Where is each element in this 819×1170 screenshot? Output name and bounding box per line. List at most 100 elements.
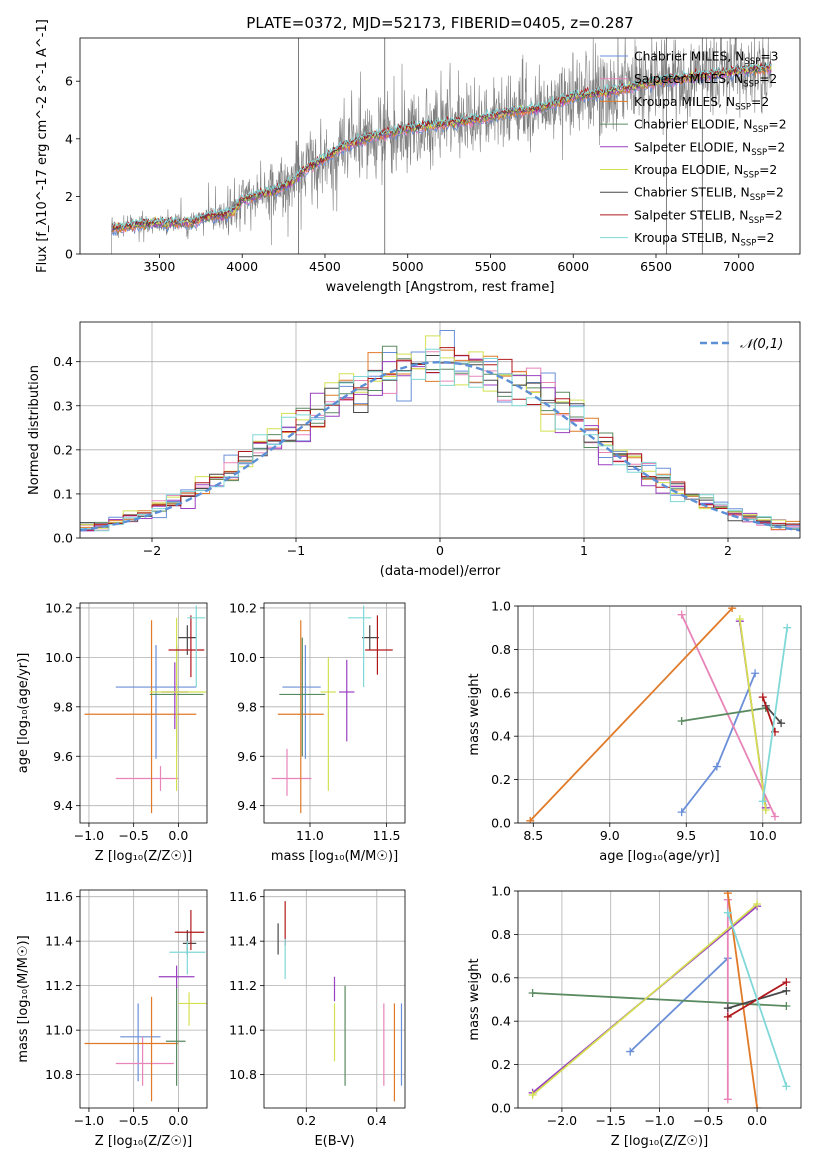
panel-spectrum: 3500 4000 4500 5000 5500 6000 6500 7000 0 2 4 6 wave… — [35, 19, 801, 295]
errorbar-point — [168, 615, 205, 678]
data-spectrum-line — [111, 38, 772, 254]
legend-label: Kroupa ELODIE, NSSP=2 — [634, 163, 777, 181]
x-tick-label: 6500 — [640, 259, 672, 274]
legend-label-count: =2 — [759, 163, 777, 177]
errorbar-point — [365, 615, 393, 675]
weight-marker — [777, 719, 786, 728]
axes-frame — [263, 602, 406, 824]
weight-line — [629, 957, 729, 1053]
y-tick-label: 11.6 — [45, 889, 73, 904]
legend-label: 𝒩(0,1) — [740, 337, 783, 352]
weight-marker — [723, 1012, 732, 1021]
legend-label-main: Kroupa ELODIE, N — [634, 163, 743, 177]
weight-marker — [782, 986, 791, 995]
y-tick-label: 0.0 — [53, 531, 73, 546]
errorbar-point — [174, 910, 205, 951]
legend-label-count: =2 — [767, 140, 785, 154]
errorbar-point — [277, 620, 324, 814]
x-tick-label: 7000 — [723, 259, 755, 274]
legend-label: Chabrier ELODIE, NSSP=2 — [634, 118, 787, 136]
y-tick-label: 0.2 — [491, 1057, 511, 1072]
legend-label-sub: SSP — [743, 171, 759, 181]
weight-marker — [782, 978, 791, 987]
y-tick-label: 0.6 — [491, 970, 511, 985]
weight-line — [765, 705, 782, 724]
panel-age_vs_mass: 11.0 11.5 9.4 9.6 9.8 10.0 10.2 mass [log₁₀(M/M… — [229, 600, 406, 864]
grid-lines — [518, 605, 801, 824]
panel-mass_vs_Z: −1.0 −0.5 0.0 10.8 11.0 11.2 11.4 11.6 Z [log₁₀(… — [16, 889, 208, 1149]
y-axis-label: mass [log₁₀(M/M☉)] — [16, 935, 31, 1062]
y-tick-label: 0.3 — [53, 398, 73, 413]
errorbar-point — [115, 645, 197, 759]
legend-label-count: =2 — [759, 72, 777, 86]
plot-area — [84, 605, 207, 814]
plot-area — [528, 891, 791, 1108]
y-axis-label: mass weight — [467, 958, 482, 1040]
y-tick-label: 0.2 — [491, 772, 511, 787]
weight-marker — [782, 1082, 791, 1091]
weight-marker — [758, 693, 767, 702]
y-tick-label: 0.2 — [53, 442, 73, 457]
weight-marker — [712, 762, 721, 771]
legend-label: Chabrier MILES, NSSP=3 — [634, 50, 778, 68]
y-tick-label: 0.8 — [491, 642, 511, 657]
legend-label: Salpeter ELODIE, NSSP=2 — [634, 140, 785, 158]
y-tick-label: 11.0 — [45, 1023, 73, 1038]
weight-marker — [677, 610, 686, 619]
y-tick-label: 10.8 — [229, 1067, 257, 1082]
y-tick-label: 1.0 — [491, 884, 511, 899]
weight-marker — [723, 891, 732, 898]
weight-marker — [528, 1090, 537, 1099]
x-tick-label: −2 — [143, 543, 161, 558]
y-tick-label: 10.8 — [45, 1067, 73, 1082]
legend-label-main: Salpeter MILES, N — [634, 72, 743, 86]
weight-marker — [677, 808, 686, 817]
x-tick-label: 1 — [580, 543, 588, 558]
weight-marker — [526, 816, 535, 823]
x-tick-label: −0.5 — [118, 828, 148, 843]
y-tick-label: 6 — [65, 74, 73, 89]
y-tick-label: 10.0 — [45, 650, 73, 665]
weight-line — [529, 607, 733, 822]
errorbar-point — [178, 992, 207, 1026]
y-tick-label: 9.8 — [53, 699, 73, 714]
weight-marker — [782, 1002, 791, 1011]
y-axis-label: age [log₁₀(age/yr)] — [16, 653, 31, 774]
y-tick-label: 11.2 — [45, 978, 73, 993]
x-tick-label: 8.5 — [523, 828, 543, 843]
x-axis-label: wavelength [Angstrom, rest frame] — [326, 280, 555, 295]
residual-histogram — [80, 348, 800, 532]
x-tick-label: 10.0 — [749, 828, 777, 843]
x-tick-label: 9.5 — [676, 828, 696, 843]
weight-marker — [735, 615, 744, 624]
legend-label-count: =2 — [766, 186, 784, 200]
x-tick-label: 5000 — [392, 259, 424, 274]
x-tick-label: 0 — [436, 543, 444, 558]
x-tick-label: −1.0 — [74, 1113, 104, 1128]
legend-label: Kroupa STELIB, NSSP=2 — [634, 231, 775, 249]
legend-label: Kroupa MILES, NSSP=2 — [634, 95, 769, 113]
errorbar-point — [169, 941, 206, 975]
y-tick-label: 0.1 — [53, 486, 73, 501]
legend-label-count: =2 — [768, 118, 786, 132]
y-tick-label: 11.6 — [229, 889, 257, 904]
x-axis-label: mass [log₁₀(M/M☉)] — [271, 849, 398, 864]
y-tick-label: 0.0 — [491, 1101, 511, 1116]
x-tick-label: 5500 — [475, 259, 507, 274]
weight-marker — [626, 1047, 635, 1056]
x-tick-label: −0.5 — [693, 1113, 723, 1128]
errorbar-point — [362, 625, 379, 650]
legend-label-count: =3 — [760, 50, 778, 64]
y-tick-label: 0.4 — [53, 354, 73, 369]
y-tick-label: 9.8 — [237, 699, 257, 714]
legend-label-sub: SSP — [743, 80, 759, 90]
errorbar-point — [182, 930, 197, 955]
y-tick-label: 0.6 — [491, 685, 511, 700]
legend-label-main: Chabrier ELODIE, N — [634, 118, 752, 132]
x-tick-label: 3500 — [144, 259, 176, 274]
panel-mass_vs_EBV: 0.2 0.4 10.8 11.0 11.2 11.4 11.6 E(B-V) — [229, 889, 406, 1149]
errorbar-point — [158, 965, 195, 988]
errorbar-point — [348, 605, 372, 688]
